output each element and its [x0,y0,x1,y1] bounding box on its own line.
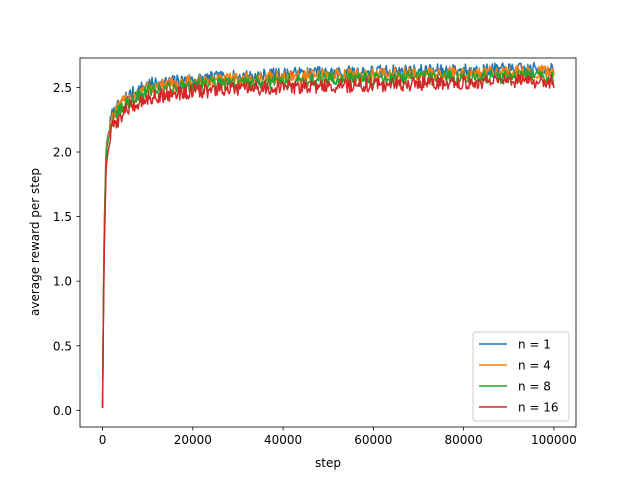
y-tick-label: 2.0 [53,146,72,160]
y-tick-label: 0.0 [53,404,72,418]
x-tick-label: 100000 [531,433,577,447]
y-tick-label: 0.5 [53,339,72,353]
x-tick-label: 60000 [354,433,392,447]
legend: n = 1 n = 4 n = 8 n = 16 [472,331,570,422]
x-axis: 0 20000 40000 60000 80000 100000 [99,427,577,447]
legend-frame [472,331,570,422]
plot-frame [79,57,577,428]
legend-label: n = 4 [518,359,551,373]
legend-label: n = 1 [518,338,551,352]
x-tick-label: 80000 [445,433,483,447]
legend-label: n = 16 [518,401,559,415]
x-tick-label: 40000 [264,433,302,447]
y-axis-label: average reward per step [28,168,42,316]
x-tick-label: 0 [99,433,107,447]
legend-label: n = 8 [518,380,551,394]
x-tick-label: 20000 [174,433,212,447]
series-line [101,73,555,408]
y-axis: 0.0 0.5 1.0 1.5 2.0 2.5 [53,81,80,418]
y-tick-label: 1.0 [53,275,72,289]
series-layer [101,61,555,408]
y-tick-label: 2.5 [53,81,72,95]
y-tick-label: 1.5 [53,210,72,224]
x-axis-label: step [315,456,341,470]
